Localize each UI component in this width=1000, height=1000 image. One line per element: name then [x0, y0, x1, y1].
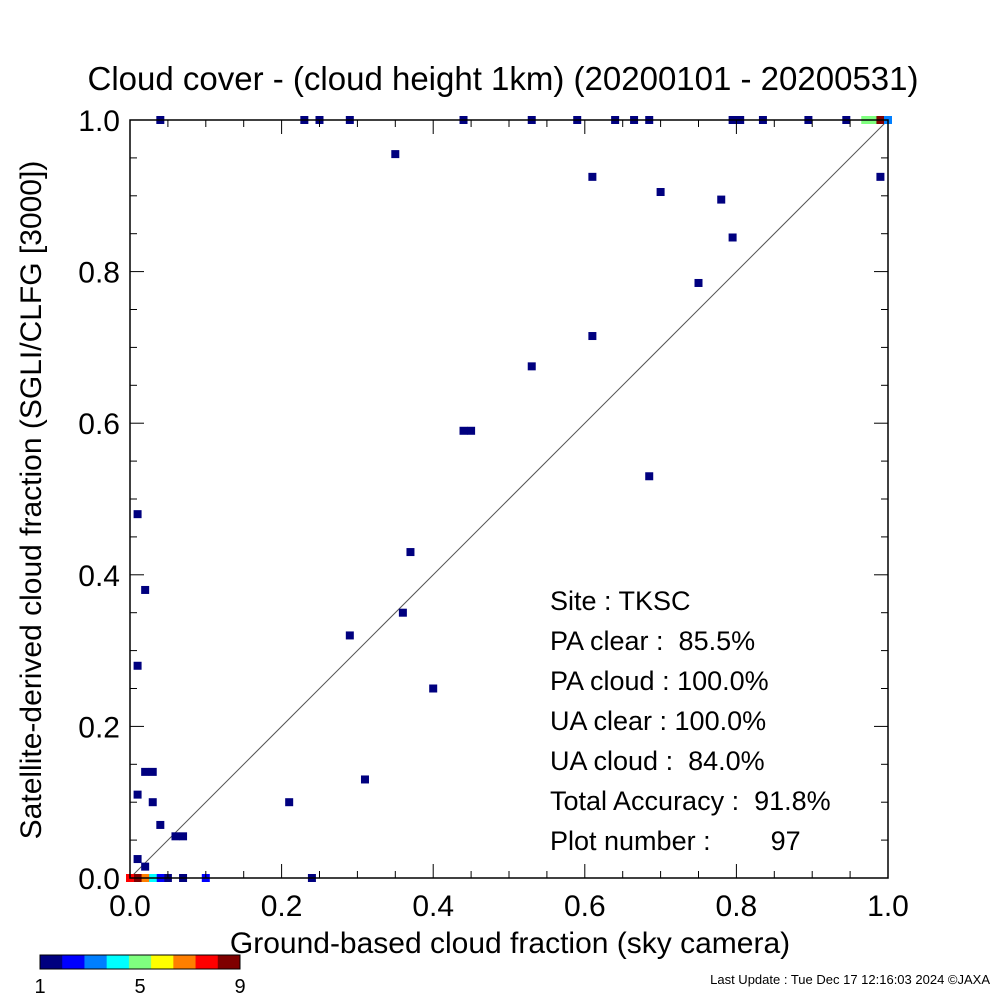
x-tick-label: 0.8	[716, 890, 758, 923]
colorbar-cell	[106, 955, 130, 969]
y-tick-label: 1.0	[78, 105, 120, 138]
scatter-point-19	[391, 150, 400, 159]
colorbar-cell	[151, 955, 174, 969]
scatter-point-22	[876, 172, 885, 181]
scatter-point-44	[156, 820, 165, 829]
scatter-point-41	[133, 790, 142, 799]
x-tick-label: 0.6	[564, 890, 606, 923]
colorbar-mid-label: 5	[134, 976, 145, 998]
scatter-point-40	[360, 775, 369, 784]
colorbar-cell	[217, 955, 241, 969]
scatter-point-39	[148, 767, 157, 776]
colorbar-frame	[39, 954, 241, 970]
scatter-point-25	[694, 278, 703, 287]
plot-area: 0.0 0.2 0.4 0.6 0.8 1.0 0.0 0.2 0.4 0.6 0.8 1.0	[78, 105, 909, 923]
stat-line: Plot number : 97	[550, 826, 801, 856]
scatter-point-42	[148, 798, 157, 807]
colorbar-cell	[173, 955, 197, 969]
y-tick-label: 0.0	[78, 863, 120, 896]
stat-line: Total Accuracy : 91.8%	[550, 786, 831, 816]
scatter-point-28	[459, 426, 468, 435]
scatter-point-36	[133, 661, 142, 670]
colorbar-max-label: 9	[234, 976, 245, 998]
y-tick-label: 0.2	[78, 711, 120, 744]
scatter-point-31	[133, 510, 142, 519]
colorbar-cells	[40, 955, 241, 969]
last-update-footer: Last Update : Tue Dec 17 12:16:03 2024 ©…	[710, 972, 990, 987]
x-axis-label: Ground-based cloud fraction (sky camera)	[230, 927, 790, 960]
scatter-point-34	[398, 608, 407, 617]
scatter-point-21	[656, 188, 665, 197]
stat-line: PA clear : 85.5%	[550, 626, 755, 656]
scatter-point-47	[133, 855, 142, 864]
y-tick-label: 0.8	[78, 257, 120, 290]
reference-diagonal-line	[129, 119, 889, 879]
scatter-point-33	[141, 585, 150, 594]
axis-ticks: 0.0 0.2 0.4 0.6 0.8 1.0 0.0 0.2 0.4 0.6 0.8 1.0	[78, 105, 909, 923]
scatter-point-32	[406, 548, 415, 557]
colorbar-cell	[195, 955, 219, 969]
colorbar-cell	[62, 955, 85, 969]
stat-line: UA cloud : 84.0%	[550, 746, 765, 776]
scatter-point-43	[285, 798, 294, 807]
x-tick-label: 0.2	[261, 890, 303, 923]
scatter-point-45	[171, 832, 180, 841]
colorbar-min-label: 1	[34, 976, 45, 998]
y-axis-label: Satellite-derived cloud fraction (SGLI/C…	[15, 161, 48, 840]
y-tick-label: 0.6	[78, 408, 120, 441]
x-tick-label: 1.0	[867, 890, 909, 923]
scatter-point-35	[345, 631, 354, 640]
colorbar-cell	[128, 955, 152, 969]
stat-line: UA clear : 100.0%	[550, 706, 766, 736]
scatter-point-30	[645, 472, 654, 481]
scatter-point-29	[467, 426, 476, 435]
scatter-point-23	[717, 195, 726, 204]
chart-title: Cloud cover - (cloud height 1km) (202001…	[88, 60, 919, 97]
x-tick-label: 0.0	[109, 890, 151, 923]
x-tick-label: 0.4	[412, 890, 454, 923]
stat-line: PA cloud : 100.0%	[550, 666, 769, 696]
accuracy-stats: Site : TKSC PA clear : 85.5% PA cloud : 10…	[550, 586, 831, 856]
scatter-point-46	[179, 832, 188, 841]
scatter-point-27	[527, 362, 536, 371]
colorbar-cell	[40, 955, 63, 969]
colorbar: 1 5 9	[34, 954, 246, 998]
colorbar-cell	[84, 955, 108, 969]
scatter-point-48	[141, 862, 150, 871]
scatter-point-37	[429, 684, 438, 693]
scatter-point-20	[588, 172, 597, 181]
stat-line: Site : TKSC	[550, 586, 691, 616]
scatter-point-38	[141, 767, 150, 776]
y-tick-label: 0.4	[78, 560, 120, 593]
scatter-point-26	[588, 332, 597, 341]
scatter-point-24	[728, 233, 737, 242]
